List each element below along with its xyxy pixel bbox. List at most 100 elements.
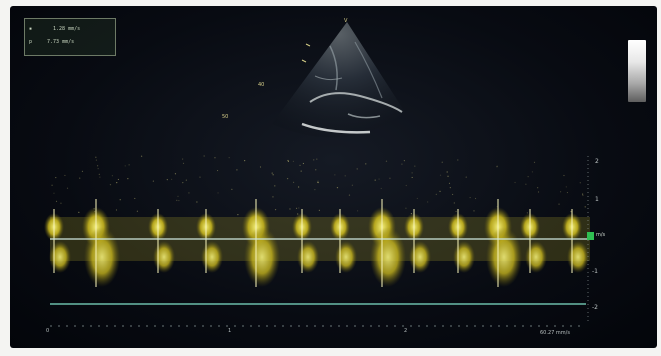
doppler-speckle [95, 159, 98, 161]
doppler-reverse-flow [486, 227, 522, 287]
info-row-2-prefix: p [29, 39, 33, 45]
doppler-speckle [55, 200, 58, 202]
doppler-speckle [136, 210, 138, 212]
doppler-speckle [410, 213, 413, 215]
measurement-info-box: ▪ 1.28 mm/s p 7.73 mm/s [24, 18, 116, 56]
doppler-speckle [356, 210, 359, 212]
doppler-speckle [582, 193, 584, 195]
doppler-speckle [177, 195, 179, 197]
doppler-speckle [526, 212, 528, 214]
sector-depth-label-2: 50 [222, 114, 229, 120]
doppler-speckle [236, 169, 238, 171]
doppler-speckle [435, 193, 437, 195]
doppler-speckle [448, 182, 451, 184]
doppler-speckle [348, 194, 351, 196]
doppler-speckle [298, 207, 300, 209]
doppler-speckle [297, 213, 299, 215]
doppler-speckle [465, 176, 467, 178]
doppler-speckle [469, 196, 471, 199]
doppler-speckle [134, 197, 136, 200]
doppler-speckle [286, 178, 289, 180]
doppler-speckle [317, 181, 319, 183]
doppler-reverse-flow [244, 227, 280, 287]
velocity-tick-2: 2 [595, 158, 599, 165]
doppler-speckle [117, 178, 119, 181]
doppler-speckle [441, 161, 443, 163]
doppler-reverse-flow [335, 241, 357, 273]
doppler-speckle [374, 179, 376, 181]
doppler-speckle [99, 176, 101, 178]
doppler-speckle [78, 211, 80, 213]
doppler-speckle [182, 181, 184, 184]
doppler-speckle [439, 190, 441, 192]
doppler-speckle [271, 172, 273, 174]
info-row-2-value: 7.73 mm/s [47, 39, 75, 45]
doppler-speckle [124, 165, 126, 167]
doppler-speckle [274, 185, 276, 187]
doppler-speckle [94, 210, 96, 213]
doppler-speckle [111, 175, 114, 177]
doppler-speckle [272, 174, 274, 176]
doppler-speckle [95, 156, 97, 158]
info-row-2: p 7.73 mm/s [29, 39, 74, 45]
doppler-speckle [559, 191, 562, 193]
doppler-speckle [447, 175, 449, 177]
doppler-speckle [176, 199, 178, 201]
doppler-speckle [115, 209, 118, 211]
doppler-speckle [318, 209, 320, 211]
doppler-speckle [171, 178, 173, 181]
doppler-speckle [336, 187, 339, 189]
doppler-reverse-flow [525, 241, 547, 273]
doppler-speckle [60, 202, 62, 204]
doppler-speckle [570, 211, 572, 213]
velocity-tick-minus-1: -1 [592, 268, 598, 275]
doppler-speckle [228, 157, 230, 159]
doppler-speckle [563, 174, 565, 177]
doppler-speckle [566, 191, 569, 194]
doppler-speckle [401, 163, 403, 165]
doppler-speckle [292, 181, 295, 183]
cursor-marker [587, 232, 594, 240]
doppler-speckle [259, 166, 262, 168]
doppler-speckle [244, 160, 246, 162]
doppler-speckle [316, 158, 318, 160]
doppler-speckle [315, 169, 317, 171]
doppler-speckle [97, 168, 99, 170]
doppler-speckle [79, 177, 81, 179]
doppler-speckle [537, 191, 540, 193]
doppler-speckle [66, 187, 69, 189]
doppler-speckle [152, 180, 154, 182]
doppler-reverse-flow [409, 241, 431, 273]
doppler-speckle [439, 174, 442, 176]
doppler-speckle [166, 179, 168, 181]
doppler-speckle [302, 162, 305, 165]
doppler-speckle [414, 165, 416, 167]
time-mark-1: 1 [228, 328, 232, 334]
doppler-reverse-flow [370, 227, 406, 287]
doppler-speckle [299, 164, 301, 166]
doppler-speckle [196, 201, 198, 203]
doppler-speckle [237, 214, 239, 216]
doppler-speckle [527, 176, 529, 178]
doppler-speckle [93, 208, 95, 210]
doppler-speckle [385, 160, 388, 162]
doppler-speckle [188, 192, 190, 194]
doppler-speckle [313, 159, 315, 161]
doppler-speckle [174, 173, 177, 175]
doppler-speckle [531, 171, 533, 173]
doppler-speckle [449, 187, 451, 189]
doppler-speckle [584, 206, 586, 208]
doppler-speckle [389, 177, 391, 179]
doppler-speckle [317, 181, 319, 184]
doppler-reverse-flow [49, 241, 71, 273]
doppler-speckle [314, 189, 316, 191]
doppler-speckle [127, 178, 129, 180]
doppler-speckle [473, 210, 475, 212]
doppler-speckle [365, 163, 367, 165]
velocity-tick-minus-2: -2 [592, 304, 598, 311]
doppler-spectrum [44, 155, 590, 287]
time-mark-2: 2 [404, 328, 408, 334]
doppler-speckle [496, 205, 498, 208]
info-row-1-prefix: ▪ [29, 26, 33, 32]
doppler-speckle [214, 157, 216, 159]
